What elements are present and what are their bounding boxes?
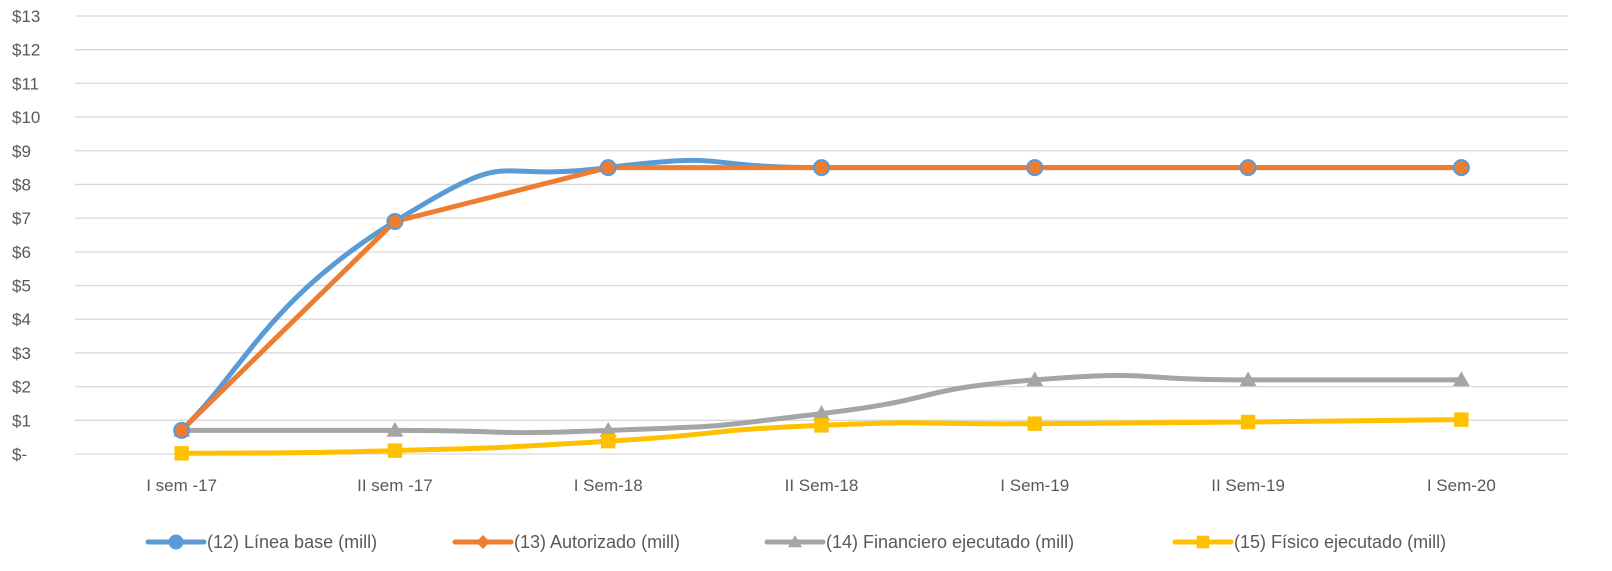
x-axis-ticks: I sem -17 II sem -17 I Sem-18 II Sem-18 I Se… bbox=[146, 476, 1496, 495]
data-point-financiero-ejecutado bbox=[813, 405, 830, 420]
data-point-financiero-ejecutado bbox=[1026, 371, 1044, 387]
y-tick-label: $8 bbox=[12, 175, 31, 194]
y-tick-label: $12 bbox=[12, 41, 40, 60]
legend-label: (15) Físico ejecutado (mill) bbox=[1234, 532, 1446, 552]
legend-label: (12) Línea base (mill) bbox=[207, 532, 377, 552]
x-tick-label: I Sem-19 bbox=[1000, 476, 1069, 495]
data-point-linea-base bbox=[386, 213, 404, 231]
legend-item-autorizado: (13) Autorizado (mill) bbox=[452, 532, 680, 552]
x-tick-label: II Sem-18 bbox=[785, 476, 859, 495]
series-line-autorizado bbox=[179, 165, 1464, 433]
legend-marker bbox=[788, 535, 802, 548]
gridlines bbox=[75, 15, 1568, 455]
data-point-fisico-ejecutado bbox=[1027, 416, 1042, 431]
data-point-fisico-ejecutado bbox=[1454, 412, 1469, 427]
legend-item-fisico-ejecutado: (15) Físico ejecutado (mill) bbox=[1172, 532, 1446, 552]
y-tick-label: $10 bbox=[12, 108, 40, 127]
x-tick-label: II sem -17 bbox=[357, 476, 433, 495]
legend-marker bbox=[476, 535, 490, 549]
x-tick-label: I Sem-20 bbox=[1427, 476, 1496, 495]
data-point-linea-base bbox=[173, 421, 191, 439]
legend: (12) Línea base (mill) (13) Autorizado (m… bbox=[145, 532, 1446, 552]
legend-item-linea-base: (12) Línea base (mill) bbox=[145, 532, 377, 552]
y-tick-label: $7 bbox=[12, 209, 31, 228]
data-point-linea-base bbox=[1239, 159, 1257, 177]
series-markers bbox=[173, 159, 1470, 461]
data-point-linea-base bbox=[1026, 159, 1044, 177]
y-tick-label: $5 bbox=[12, 277, 31, 296]
y-tick-label: $9 bbox=[12, 142, 31, 161]
legend-label: (14) Financiero ejecutado (mill) bbox=[826, 532, 1074, 552]
y-tick-label: $2 bbox=[12, 378, 31, 397]
y-tick-label: $11 bbox=[12, 74, 39, 93]
legend-marker bbox=[168, 534, 184, 550]
data-point-financiero-ejecutado bbox=[1452, 371, 1470, 387]
y-tick-label: $4 bbox=[12, 310, 31, 329]
data-point-fisico-ejecutado bbox=[1240, 414, 1256, 430]
data-point-fisico-ejecutado bbox=[387, 443, 403, 458]
data-point-fisico-ejecutado bbox=[601, 433, 616, 449]
data-point-fisico-ejecutado bbox=[174, 446, 189, 461]
x-tick-label: I sem -17 bbox=[146, 476, 217, 495]
y-axis-ticks: $- $1 $2 $3 $4 $5 $6 $7 $8 $9 $10 $11 $12 $13 bbox=[12, 7, 40, 464]
y-tick-label: $6 bbox=[12, 243, 31, 262]
legend-marker bbox=[1196, 535, 1210, 549]
x-tick-label: II Sem-19 bbox=[1211, 476, 1285, 495]
series-line-linea-base bbox=[179, 157, 1464, 433]
x-tick-label: I Sem-18 bbox=[574, 476, 643, 495]
y-tick-label: $13 bbox=[12, 7, 40, 26]
data-point-linea-base bbox=[599, 159, 617, 177]
y-tick-label: $1 bbox=[12, 411, 31, 430]
data-point-financiero-ejecutado bbox=[386, 421, 404, 437]
legend-item-financiero-ejecutado: (14) Financiero ejecutado (mill) bbox=[764, 532, 1074, 552]
y-tick-label: $- bbox=[12, 445, 27, 464]
data-point-financiero-ejecutado bbox=[1239, 371, 1257, 387]
y-tick-label: $3 bbox=[12, 344, 31, 363]
data-point-fisico-ejecutado bbox=[814, 418, 829, 433]
data-point-linea-base bbox=[1452, 159, 1470, 177]
legend-label: (13) Autorizado (mill) bbox=[514, 532, 680, 552]
data-point-financiero-ejecutado bbox=[599, 421, 617, 437]
data-point-linea-base bbox=[813, 159, 830, 177]
